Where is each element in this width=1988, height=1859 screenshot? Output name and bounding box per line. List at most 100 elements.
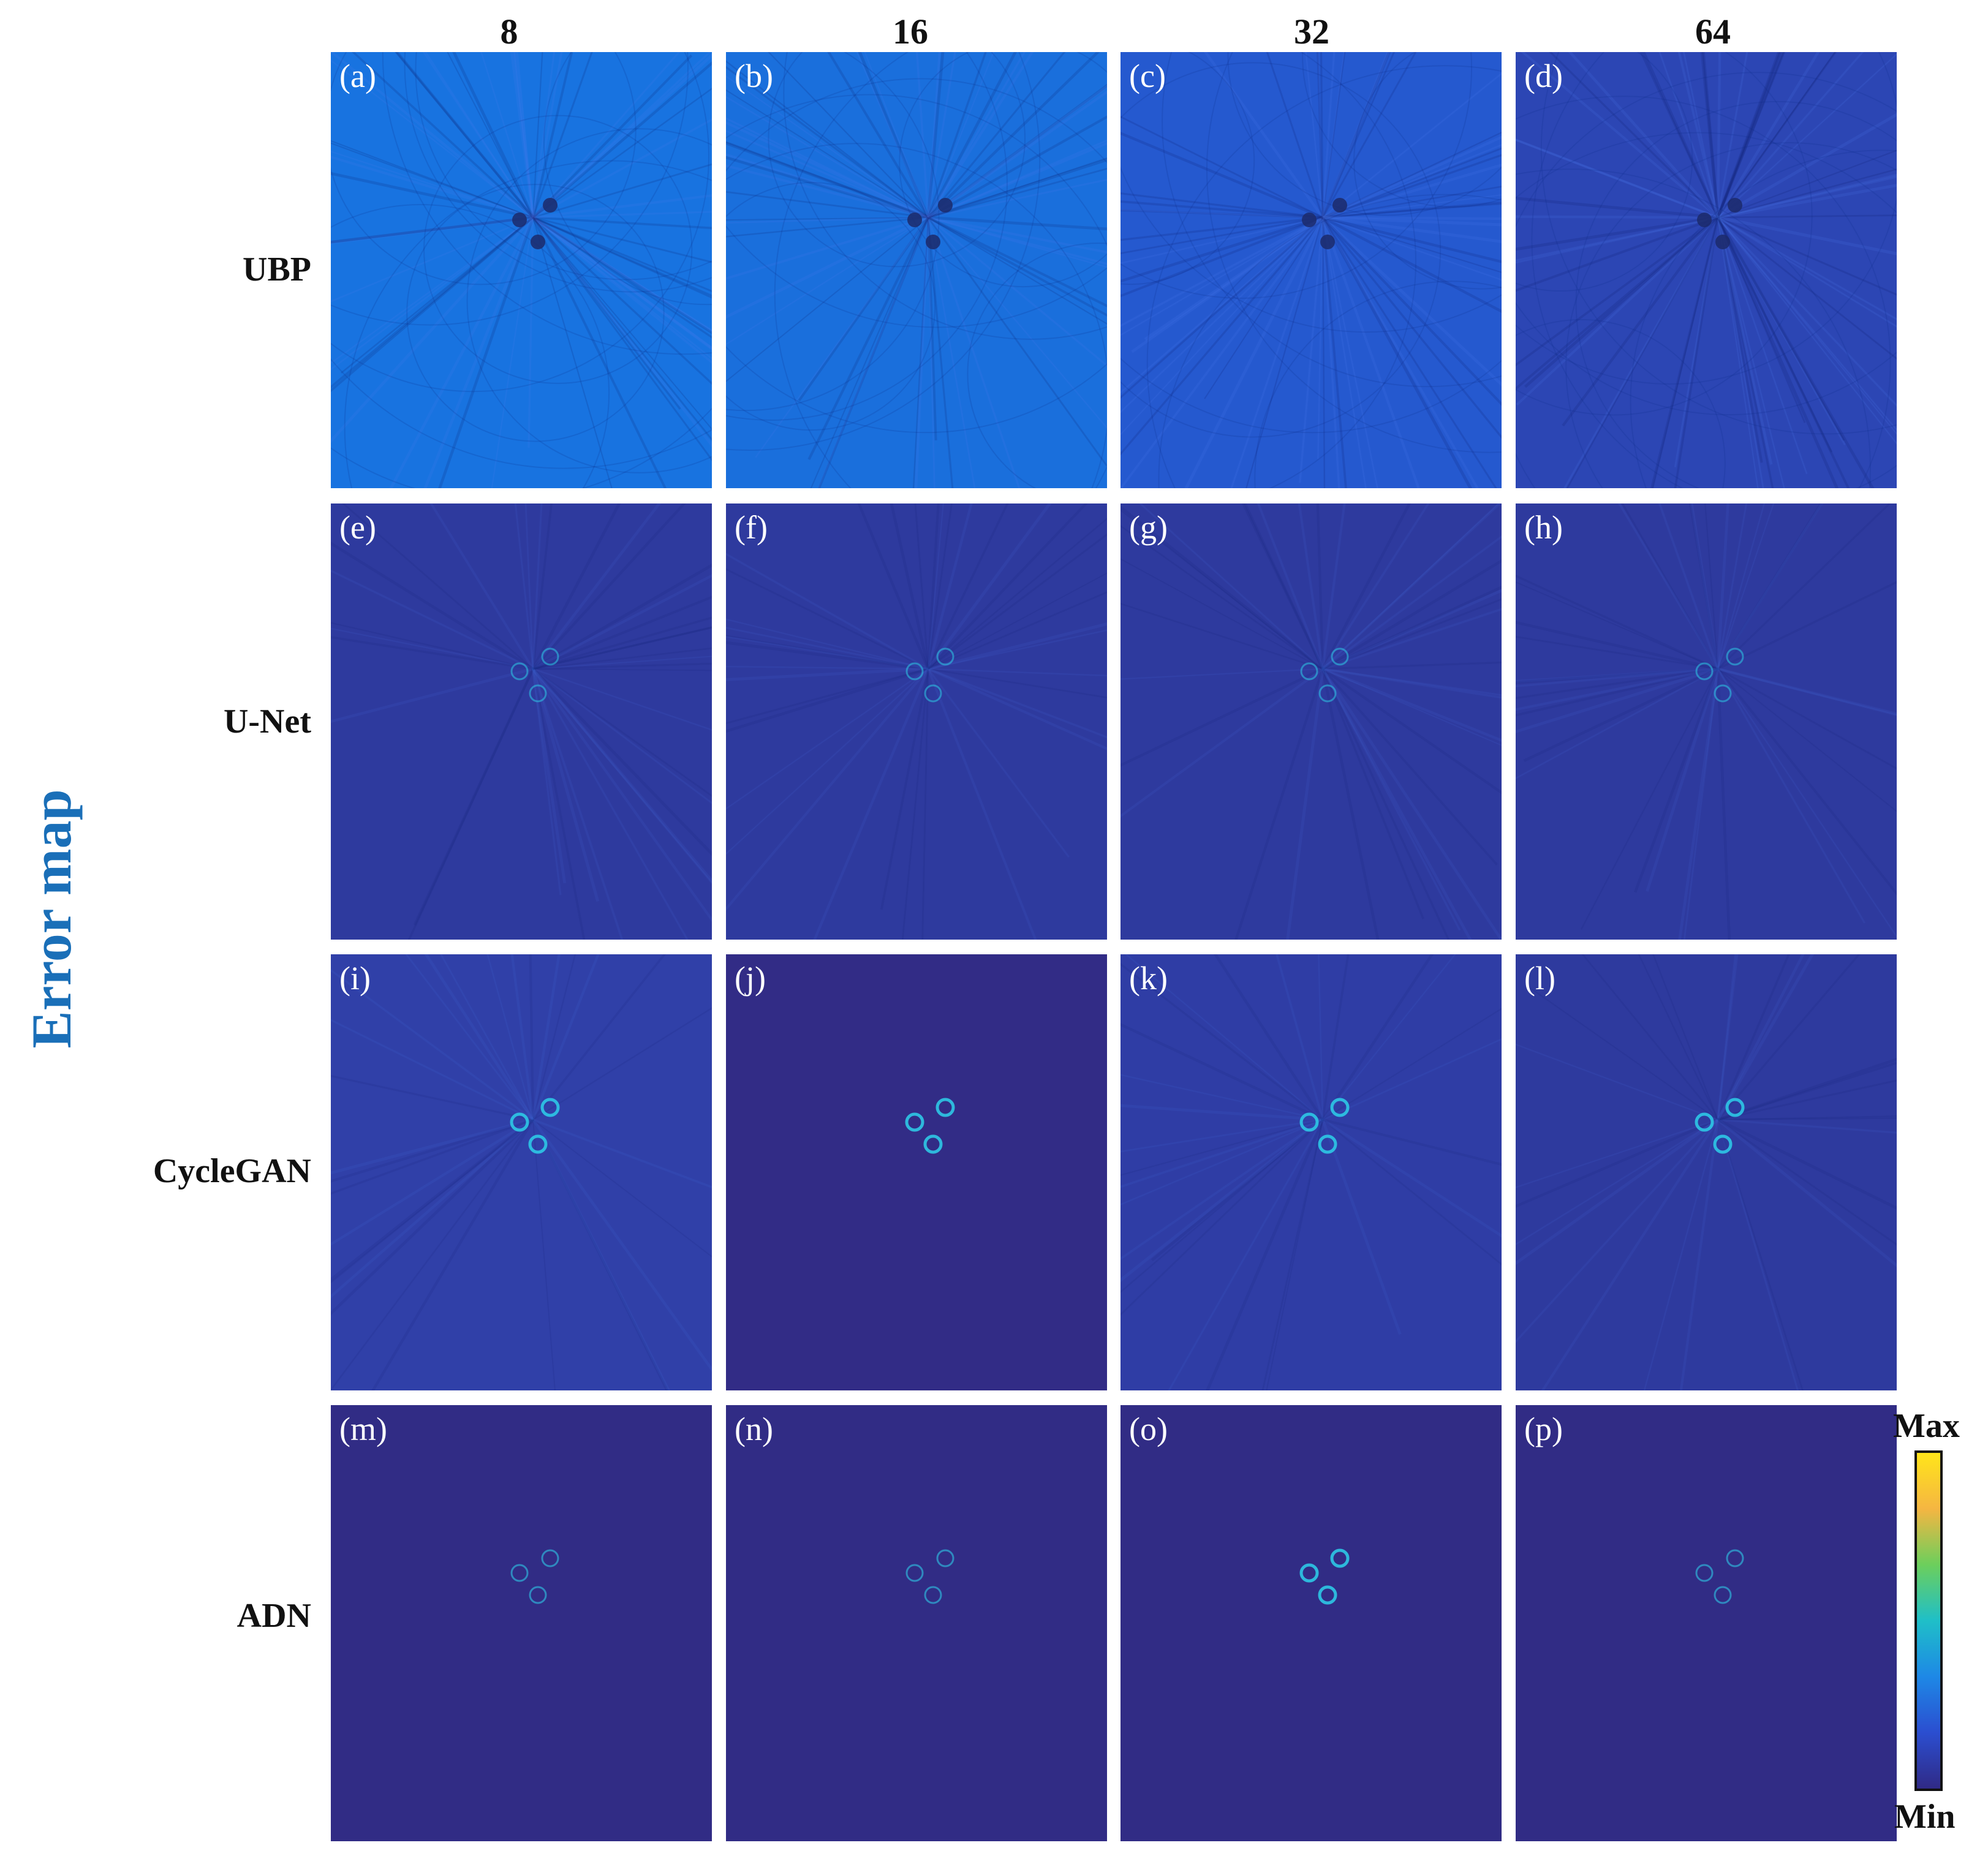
error-map-image: [331, 954, 712, 1390]
error-map-image: [1516, 503, 1897, 940]
target-vessel-mark: [529, 1586, 547, 1604]
error-map-image: [726, 52, 1107, 488]
target-vessel-mark: [1695, 662, 1714, 681]
target-vessel-mark: [1302, 213, 1317, 227]
target-vessel-mark: [528, 1134, 548, 1154]
target-vessel-mark: [1714, 684, 1732, 703]
error-map-image: [1121, 503, 1502, 940]
target-vessel-mark: [1695, 1112, 1714, 1132]
colorbar: [1914, 1450, 1943, 1791]
error-map-image: [1121, 1405, 1502, 1841]
target-vessel-mark: [541, 1549, 559, 1567]
row-label-adn: ADN: [236, 1597, 311, 1635]
error-map-panel: (f): [726, 503, 1107, 940]
panel-label: (b): [735, 58, 773, 94]
colorbar-max-label: Max: [1893, 1407, 1960, 1445]
target-vessel-mark: [1695, 1564, 1714, 1582]
error-map-panel: (m): [331, 1405, 712, 1841]
target-vessel-mark: [1713, 1134, 1733, 1154]
panel-label: (d): [1524, 58, 1563, 94]
panel-label: (k): [1129, 960, 1168, 997]
target-vessel-mark: [1318, 1585, 1337, 1605]
error-map-image: [331, 52, 712, 488]
panel-label: (g): [1129, 509, 1168, 546]
error-map-image: [331, 503, 712, 940]
target-vessel-mark: [936, 647, 954, 666]
target-vessel-mark: [1320, 235, 1335, 249]
target-vessel-mark: [1726, 647, 1744, 666]
target-vessel-mark: [905, 662, 924, 681]
error-map-image: [1516, 954, 1897, 1390]
error-map-image: [726, 503, 1107, 940]
target-vessel-mark: [1715, 235, 1730, 249]
target-vessel-mark: [510, 1564, 529, 1582]
error-map-image: [726, 954, 1107, 1390]
error-map-panel: (o): [1121, 1405, 1502, 1841]
target-vessel-mark: [1330, 1098, 1350, 1117]
target-vessel-mark: [935, 1098, 955, 1117]
panel-label: (c): [1129, 58, 1166, 94]
panel-label: (n): [735, 1411, 773, 1447]
target-vessel-mark: [531, 235, 545, 249]
target-vessel-mark: [1318, 1134, 1337, 1154]
column-header-8: 8: [500, 12, 518, 51]
column-header-16: 16: [893, 12, 928, 51]
error-map-panel: (h): [1516, 503, 1897, 940]
error-map-image: [1121, 954, 1502, 1390]
error-map-panel: (i): [331, 954, 712, 1390]
error-map-panel: (b): [726, 52, 1107, 488]
column-header-64: 64: [1695, 12, 1731, 51]
side-title: Error map: [20, 789, 83, 1049]
target-vessel-mark: [1726, 1549, 1744, 1567]
panel-label: (o): [1129, 1411, 1168, 1447]
target-vessel-mark: [1728, 198, 1742, 213]
target-vessel-mark: [936, 1549, 954, 1567]
error-map-image: [1516, 52, 1897, 488]
error-map-panel: (j): [726, 954, 1107, 1390]
error-map-image: [1516, 1405, 1897, 1841]
target-vessel-mark: [510, 662, 529, 681]
target-vessel-mark: [541, 647, 559, 666]
error-map-image: [1121, 52, 1502, 488]
target-vessel-mark: [924, 1586, 942, 1604]
target-vessel-mark: [938, 198, 953, 213]
target-vessel-mark: [540, 1098, 560, 1117]
target-vessel-mark: [510, 1112, 529, 1132]
column-header-32: 32: [1294, 12, 1329, 51]
error-map-panel: (e): [331, 503, 712, 940]
panel-label: (e): [339, 509, 376, 546]
error-map-panel: (p): [1516, 1405, 1897, 1841]
row-label-ubp: UBP: [243, 251, 311, 288]
target-vessel-mark: [923, 1134, 943, 1154]
error-map-image: [726, 1405, 1107, 1841]
target-vessel-mark: [1330, 1548, 1350, 1568]
panel-label: (j): [735, 960, 766, 997]
target-vessel-mark: [1725, 1098, 1745, 1117]
error-map-panel: (c): [1121, 52, 1502, 488]
target-vessel-mark: [924, 684, 942, 703]
target-vessel-mark: [905, 1112, 924, 1132]
error-map-panel: (l): [1516, 954, 1897, 1390]
colorbar-min-label: Min: [1894, 1798, 1956, 1836]
error-map-panel: (g): [1121, 503, 1502, 940]
panel-label: (m): [339, 1411, 387, 1447]
error-map-panel: (n): [726, 1405, 1107, 1841]
target-vessel-mark: [1714, 1586, 1732, 1604]
target-vessel-mark: [1331, 647, 1349, 666]
target-vessel-mark: [1318, 684, 1337, 703]
panel-label: (p): [1524, 1411, 1563, 1447]
target-vessel-mark: [543, 198, 557, 213]
panel-label: (h): [1524, 509, 1563, 546]
target-vessel-mark: [512, 213, 527, 227]
panel-label: (i): [339, 960, 371, 997]
target-vessel-mark: [1300, 662, 1318, 681]
target-vessel-mark: [1299, 1563, 1319, 1583]
panel-label: (l): [1524, 960, 1555, 997]
row-label-cyclegan: CycleGAN: [153, 1152, 311, 1190]
error-map-panel: (a): [331, 52, 712, 488]
panel-label: (a): [339, 58, 376, 94]
target-vessel-mark: [1332, 198, 1347, 213]
target-vessel-mark: [926, 235, 940, 249]
row-label-unet: U-Net: [223, 703, 311, 741]
target-vessel-mark: [905, 1564, 924, 1582]
